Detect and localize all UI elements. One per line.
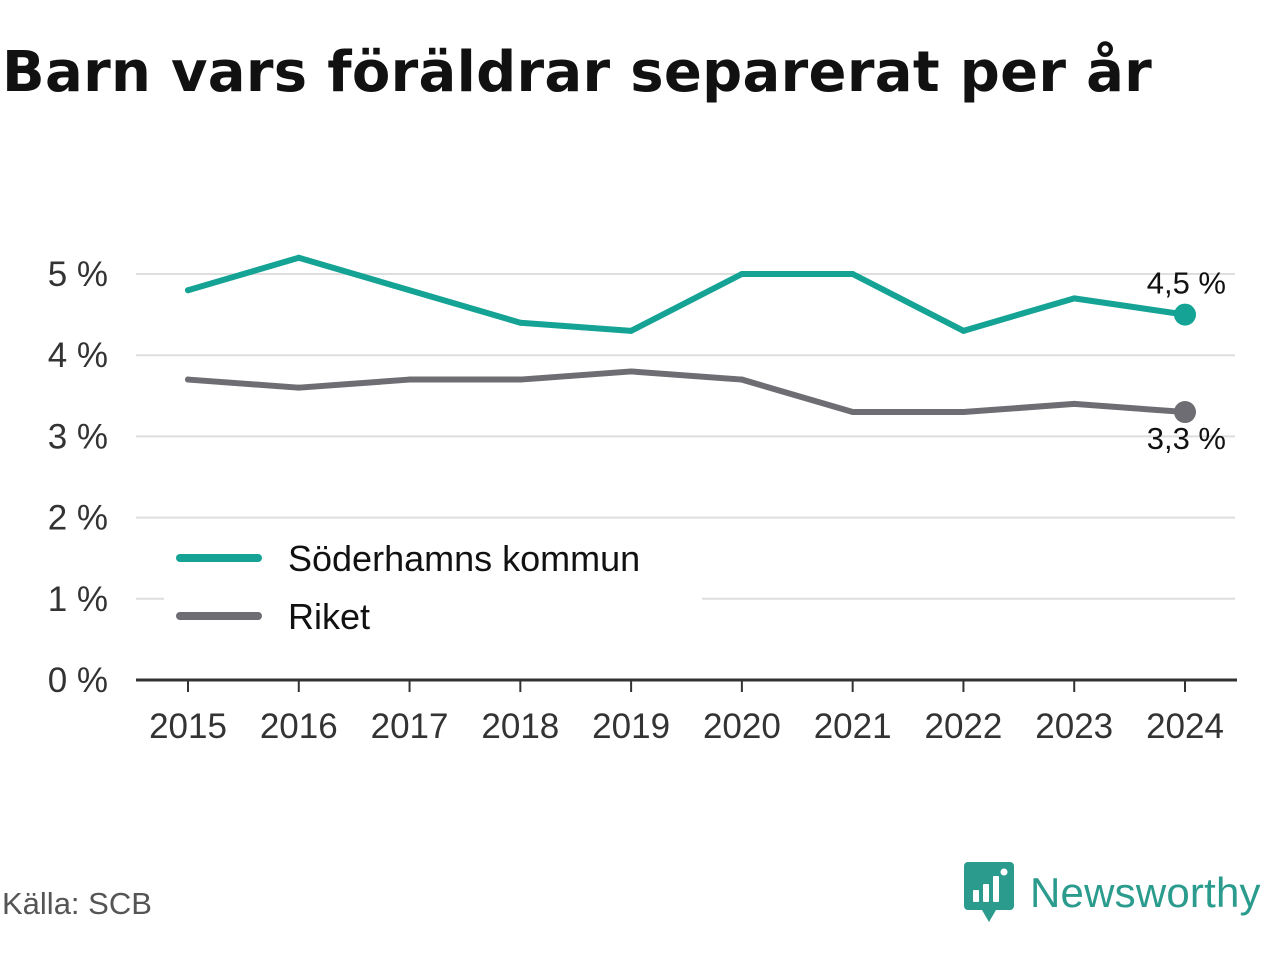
data-point [295,384,302,391]
legend-label-riket: Riket [288,596,370,637]
data-point [1071,295,1078,302]
data-point [960,327,967,334]
y-tick-label: 2 % [48,499,108,538]
x-tick-label: 2015 [149,707,227,746]
brand-logo: Newsworthy [964,862,1261,924]
series-line-soderhamns [185,254,1188,334]
x-tick-label: 2018 [481,707,559,746]
series-end-point [1174,401,1196,424]
legend-label-soderhamns: Söderhamns kommun [288,538,640,579]
data-point [517,376,524,383]
data-point [628,327,635,334]
y-tick-label: 1 % [48,580,108,619]
x-tick-label: 2022 [925,707,1003,746]
x-tick-label: 2023 [1035,707,1113,746]
end-label-soderhamns: 4,5 % [1147,266,1226,301]
newsworthy-logo-icon [964,862,1014,922]
data-point [628,368,635,375]
source-note: Källa: SCB [2,886,152,921]
chart-title: Barn vars föräldrar separerat per år [2,40,1153,105]
legend-background [164,528,702,646]
x-tick-label: 2017 [371,707,449,746]
data-point [1071,400,1078,407]
x-tick-label: 2019 [592,707,670,746]
series-lines [185,254,1196,424]
data-point [849,271,856,277]
x-tick-label: 2020 [703,707,781,746]
data-point [517,319,524,326]
end-label-riket: 3,3 % [1147,421,1226,456]
data-point [185,287,191,294]
data-point [849,409,856,416]
series-line-riket [185,368,1188,416]
series-end-point [1174,303,1196,326]
y-tick-label: 3 % [48,417,108,456]
x-tick-label: 2021 [814,707,892,746]
data-point [960,409,967,416]
data-point [295,254,302,261]
legend: Söderhamns kommun Riket [164,528,702,646]
data-point [406,376,413,383]
data-point [738,376,745,383]
data-point [738,271,745,277]
data-point [185,376,191,383]
brand-name: Newsworthy [1030,869,1261,916]
x-tick-label: 2016 [260,707,338,746]
data-point [406,287,413,294]
y-tick-label: 5 % [48,255,108,294]
x-tick-label: 2024 [1146,707,1224,746]
x-axis-ticks: 2015 2016 2017 2018 2019 2020 2021 2022 2023 2024 [149,680,1224,746]
y-tick-label: 0 % [48,661,108,700]
y-tick-label: 4 % [48,336,108,375]
y-axis-ticks: 0 % 1 % 2 % 3 % 4 % 5 % [48,255,108,700]
